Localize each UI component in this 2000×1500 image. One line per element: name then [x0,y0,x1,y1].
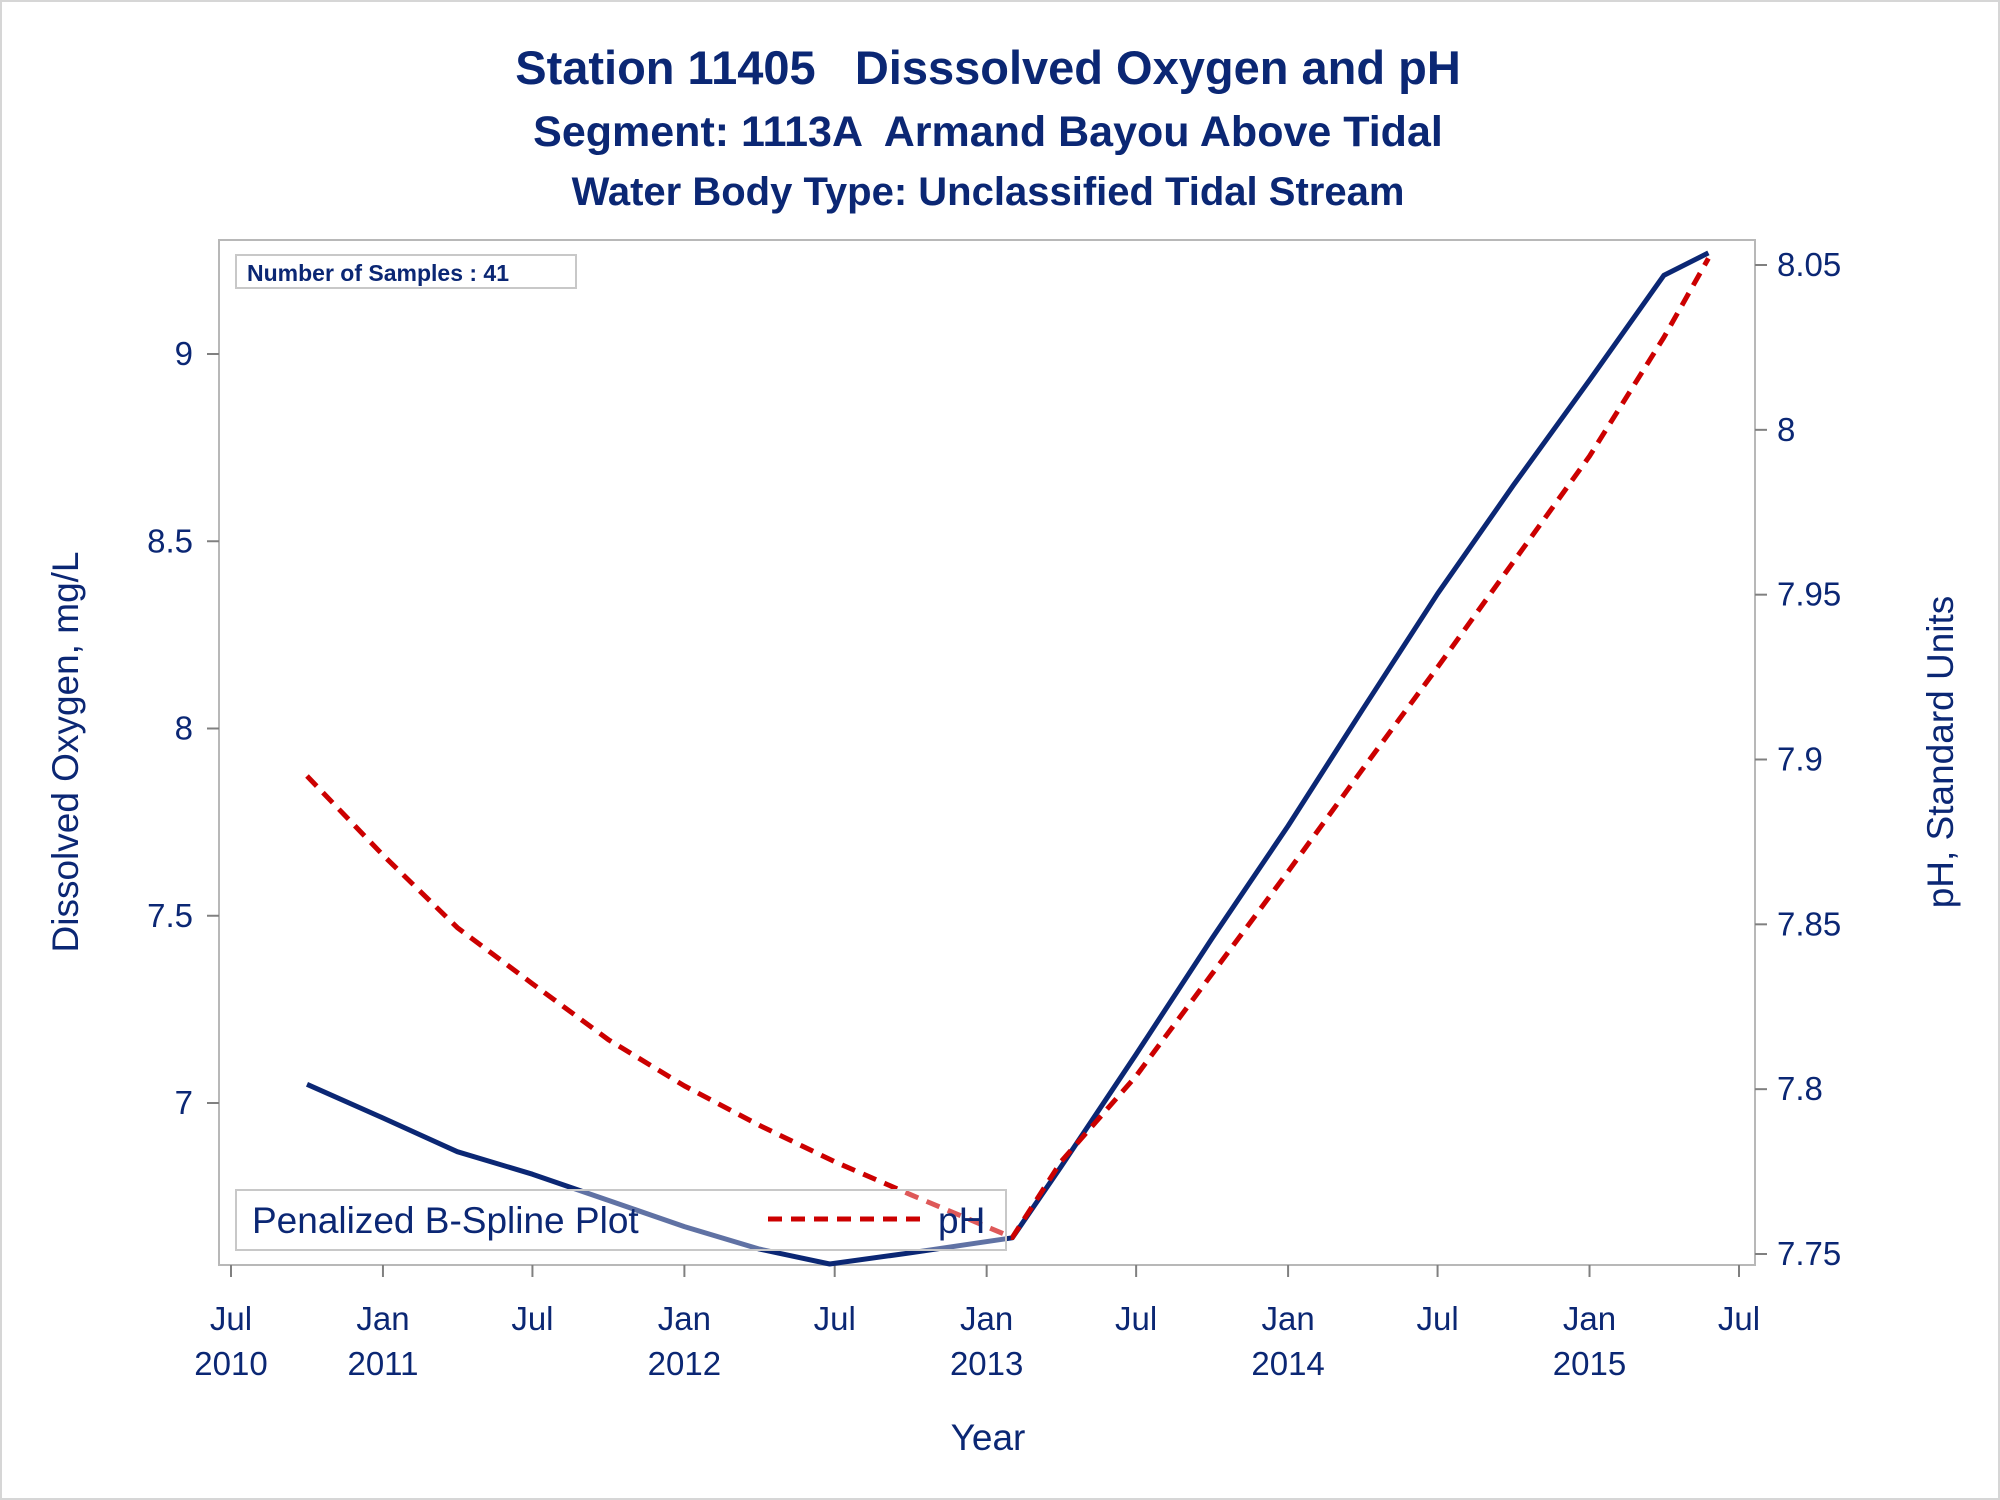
ph-line [305,257,1711,1240]
x-tick-label-year: 2014 [1251,1345,1324,1382]
x-axis-label: Year [951,1417,1026,1458]
x-tick-label-month: Jul [210,1300,252,1337]
x-tick-label-month: Jan [356,1300,409,1337]
y-axis-ticks: 7 7.5 8 8.5 9 [147,335,219,1121]
x-tick-label-month: Jul [511,1300,553,1337]
legend: Penalized B-Spline Plot pH [235,1189,1007,1251]
y2-tick-label: 7.85 [1777,905,1841,942]
x-tick-label-year: 2013 [950,1345,1023,1382]
x-tick-label-month: Jan [960,1300,1013,1337]
x-tick-label-year: 2011 [347,1345,418,1382]
chart-title: Station 11405 Disssolved Oxygen and pH [515,41,1461,94]
y2-tick-label: 7.95 [1777,576,1841,613]
y-tick-label: 9 [175,335,193,372]
series-group [305,250,1711,1267]
x-tick-label-month: Jan [658,1300,711,1337]
y2-axis-label: pH, Standard Units [1920,596,1961,909]
y-tick-label: 7 [175,1084,193,1121]
sample-count-box [235,254,577,289]
x-tick-label-month: Jul [1416,1300,1458,1337]
dissolved-oxygen-line [305,250,1710,1267]
y-tick-label: 8.5 [147,522,193,559]
plot-area [218,239,1756,1266]
x-axis-ticks: Jul 2010 Jan 2011 Jul Jan 2012 Jul Jan 2013 Jul Jan… [194,1265,1760,1382]
y-tick-label: 7.5 [147,897,193,934]
y-axis-label: Dissolved Oxygen, mg/L [45,551,86,952]
x-tick-label-month: Jul [1718,1300,1760,1337]
chart-subtitle-waterbody: Water Body Type: Unclassified Tidal Stre… [572,170,1405,214]
y2-tick-label: 7.75 [1777,1235,1841,1272]
legend-label-ph: pH [938,1200,985,1241]
legend-box [235,1189,1007,1251]
legend-label-spline: Penalized B-Spline Plot [252,1200,639,1241]
y2-tick-label: 8.05 [1777,246,1841,283]
y2-tick-label: 7.9 [1777,741,1823,778]
x-tick-label-month: Jul [1115,1300,1157,1337]
y-tick-label: 8 [175,710,193,747]
x-tick-label-month: Jan [1563,1300,1616,1337]
x-tick-label-month: Jul [814,1300,856,1337]
x-tick-label-year: 2012 [648,1345,721,1382]
sample-count-label: Number of Samples : 41 [247,260,509,286]
y2-tick-label: 7.8 [1777,1070,1823,1107]
x-tick-label-month: Jan [1261,1300,1314,1337]
y2-axis-ticks: 7.75 7.8 7.85 7.9 7.95 8 8.05 [1755,246,1841,1272]
x-tick-label-year: 2015 [1553,1345,1626,1382]
chart-subtitle-segment: Segment: 1113A Armand Bayou Above Tidal [533,108,1443,156]
x-tick-label-year: 2010 [194,1345,267,1382]
y2-tick-label: 8 [1777,411,1795,448]
